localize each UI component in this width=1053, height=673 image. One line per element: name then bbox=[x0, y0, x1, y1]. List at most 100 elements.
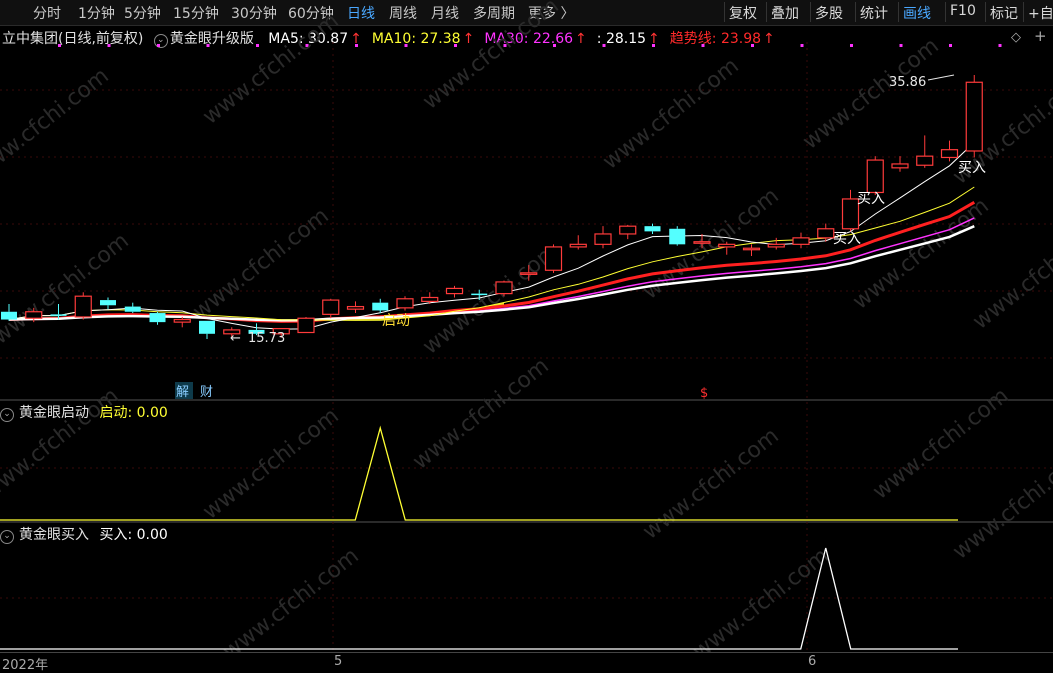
buy-panel-name: 黄金眼买入 bbox=[19, 527, 89, 543]
watermark-text: www.cfchi.com bbox=[198, 8, 343, 129]
watermark-text: www.cfchi.com bbox=[948, 443, 1053, 564]
settings-diamond-icon[interactable]: ◇ bbox=[1011, 30, 1021, 45]
candle-up bbox=[297, 317, 315, 334]
indicator-label-3: : bbox=[596, 31, 606, 47]
toolbar-separator bbox=[766, 2, 767, 22]
watermark-text: www.cfchi.com bbox=[188, 203, 333, 324]
candle-up bbox=[742, 247, 761, 251]
annotations-layer: 35.86 15.73 ← 启动 买入 买入 买入 bbox=[230, 74, 986, 346]
time-axis-label-year: 2022年 bbox=[2, 658, 49, 673]
up-arrow-icon: ↑ bbox=[648, 31, 660, 47]
period-tab-10[interactable]: 更多 〉 bbox=[528, 6, 575, 22]
watermark-text: www.cfchi.com bbox=[848, 193, 993, 314]
period-tab-8[interactable]: 月线 bbox=[431, 6, 459, 22]
top-dot bbox=[751, 44, 754, 47]
start-panel-header: ⌄ 黄金眼启动 启动: 0.00 bbox=[0, 402, 168, 422]
period-tab-0[interactable]: 分时 bbox=[33, 6, 61, 22]
start-panel-name: 黄金眼启动 bbox=[19, 405, 89, 421]
tool-button-0[interactable]: 复权 bbox=[729, 6, 757, 22]
top-dot bbox=[58, 44, 61, 47]
main-info-line: 立中集团(日线,前复权) ⌄ 黄金眼升级版 MA5: 30.87 ↑ MA10: 27… bbox=[2, 28, 779, 48]
collapse-icon[interactable]: ⌄ bbox=[0, 530, 14, 544]
candle-up bbox=[817, 228, 835, 239]
toolbar-separator bbox=[1023, 2, 1024, 22]
tool-button-3[interactable]: 统计 bbox=[860, 6, 888, 22]
top-dot bbox=[355, 44, 358, 47]
candle-up bbox=[520, 272, 538, 275]
top-dot bbox=[157, 44, 160, 47]
up-arrow-icon: ↑ bbox=[462, 31, 475, 47]
kline-chart[interactable]: www.cfchi.com www.cfchi.com www.cfchi.com w… bbox=[0, 0, 1053, 652]
ma-lines bbox=[8, 142, 976, 330]
start-signal-line bbox=[0, 425, 958, 521]
candle-up bbox=[792, 237, 810, 245]
period-tab-7[interactable]: 周线 bbox=[389, 6, 417, 22]
period-tab-5[interactable]: 60分钟 bbox=[288, 6, 334, 22]
candle-up bbox=[866, 159, 884, 194]
indicator-value-4: 23.98 bbox=[720, 31, 762, 47]
candle-down bbox=[199, 320, 215, 334]
add-icon[interactable]: + bbox=[1034, 27, 1047, 45]
start-signal-label: 启动 bbox=[382, 313, 410, 329]
collapse-icon[interactable]: ⌄ bbox=[0, 408, 14, 422]
tool-button-5[interactable]: F10 bbox=[950, 3, 976, 19]
watermark-text: www.cfchi.com bbox=[638, 423, 783, 544]
start-indicator-plot bbox=[0, 425, 958, 521]
time-axis-label-may: 5 bbox=[334, 654, 343, 669]
watermark-text: www.cfchi.com bbox=[868, 383, 1013, 504]
toolbar-separator bbox=[985, 2, 986, 22]
top-dot bbox=[553, 44, 556, 47]
period-tab-1[interactable]: 1分钟 bbox=[78, 6, 115, 22]
candle-down bbox=[149, 313, 166, 323]
candle-down bbox=[124, 306, 141, 312]
top-dot bbox=[206, 44, 210, 47]
candle-down bbox=[471, 293, 488, 296]
candle-up bbox=[272, 328, 290, 335]
period-tab-6[interactable]: 日线 bbox=[347, 6, 375, 22]
candle-up bbox=[74, 295, 92, 318]
top-dot bbox=[107, 44, 111, 47]
dollar-marker[interactable]: $ bbox=[700, 386, 708, 401]
indicator-label-4: 趋势线: bbox=[669, 31, 721, 47]
stock-title: 立中集团(日线,前复权) bbox=[2, 31, 144, 47]
toolbar-separator bbox=[724, 2, 725, 22]
grid-lines bbox=[0, 42, 1053, 652]
buy-signal-line bbox=[0, 547, 958, 650]
period-tab-4[interactable]: 30分钟 bbox=[231, 6, 277, 22]
candle-down bbox=[372, 302, 389, 311]
top-dot bbox=[602, 44, 606, 47]
tool-button-2[interactable]: 多股 bbox=[815, 6, 843, 22]
candle-up bbox=[322, 299, 340, 315]
up-arrow-icon: ↑ bbox=[575, 31, 587, 47]
top-dot bbox=[800, 44, 804, 47]
candle-up bbox=[916, 155, 934, 166]
period-tab-2[interactable]: 5分钟 bbox=[124, 6, 161, 22]
finance-marker[interactable]: 财 bbox=[200, 385, 213, 400]
indicator-value-2: 22.66 bbox=[532, 31, 574, 47]
top-dot bbox=[454, 44, 457, 47]
indicator-value-3: 28.15 bbox=[605, 31, 647, 47]
candle-up bbox=[841, 198, 860, 230]
top-dot bbox=[850, 44, 853, 47]
event-markers: 解 财 $ bbox=[175, 382, 708, 401]
buy-panel-label: 买入: bbox=[99, 527, 137, 543]
period-tab-9[interactable]: 多周期 bbox=[473, 6, 515, 22]
candle-up bbox=[965, 81, 983, 152]
top-dot bbox=[998, 44, 1002, 47]
watermark-text: www.cfchi.com bbox=[408, 353, 553, 474]
tool-button-7[interactable]: +自 bbox=[1028, 6, 1053, 22]
unlock-marker[interactable]: 解 bbox=[176, 385, 189, 400]
toolbar-separator bbox=[810, 2, 811, 22]
top-dot bbox=[256, 44, 259, 47]
high-price-pointer bbox=[927, 74, 955, 81]
low-price-pointer: ← bbox=[230, 331, 241, 346]
tool-button-6[interactable]: 标记 bbox=[990, 6, 1018, 22]
tool-button-1[interactable]: 叠加 bbox=[771, 6, 799, 22]
tool-button-4[interactable]: 画线 bbox=[903, 6, 931, 22]
collapse-icon[interactable]: ⌄ bbox=[153, 34, 168, 48]
ma5-line bbox=[8, 142, 975, 330]
indicator-label-0: MA5: bbox=[268, 31, 309, 47]
period-tab-3[interactable]: 15分钟 bbox=[173, 6, 219, 22]
indicator-label-2: MA30: bbox=[484, 31, 533, 47]
candles-layer bbox=[1, 75, 983, 339]
